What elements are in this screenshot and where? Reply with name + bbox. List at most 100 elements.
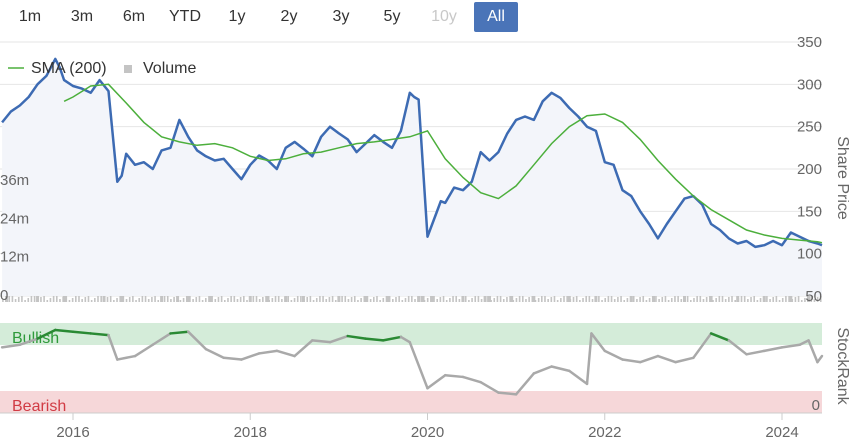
price-tick-label: 250 [797, 119, 822, 136]
volume-bar [518, 296, 521, 302]
range-button-ytd[interactable]: YTD [169, 8, 201, 25]
stockrank-segment [36, 328, 57, 340]
stockrank-segment [692, 332, 713, 360]
volume-bar [541, 296, 543, 302]
stockrank-segment [116, 354, 137, 361]
range-button-6m[interactable]: 6m [122, 8, 146, 25]
volume-bar [224, 300, 226, 302]
volume-bar [287, 295, 290, 302]
volume-bar [547, 299, 549, 302]
volume-bar [537, 298, 540, 302]
volume-bar [392, 299, 394, 302]
range-button-all[interactable]: All [474, 2, 518, 32]
volume-bar [274, 296, 277, 302]
volume-bar [620, 295, 622, 302]
volume-bar [734, 300, 736, 302]
volume-bar [613, 299, 616, 302]
volume-bar [369, 299, 372, 302]
volume-bar [740, 296, 743, 302]
volume-bar [344, 294, 347, 302]
volume-tick-label: 0 [0, 287, 8, 304]
stockrank-axis-title: StockRank [834, 327, 849, 405]
volume-bar [567, 292, 571, 302]
volume-bar [170, 299, 172, 302]
axes: 35030025020015010050012m24m36m1000201620… [0, 34, 849, 440]
volume-bar [461, 297, 464, 302]
volume-bar [236, 299, 239, 302]
volume-bar [208, 296, 210, 302]
range-selector: 1m 3m 6m YTD 1y 2y 3y 5y 10y All [0, 2, 560, 32]
volume-bar [686, 295, 689, 302]
volume-bar [301, 292, 305, 302]
volume-bar [785, 296, 787, 302]
range-button-1m[interactable]: 1m [18, 8, 42, 25]
volume-bar [182, 298, 185, 302]
volume-bar [807, 296, 809, 302]
volume-bar [90, 300, 93, 302]
volume-bar [661, 297, 664, 302]
volume-bar [36, 299, 39, 302]
volume-bar [610, 294, 613, 302]
legend-volume-label[interactable]: Volume [143, 60, 196, 77]
volume-bar [515, 298, 518, 302]
volume-bar [709, 295, 711, 302]
volume-bar [40, 297, 42, 302]
volume-bar [797, 295, 800, 302]
volume-bar [144, 294, 147, 302]
stockrank-segment [364, 337, 385, 342]
volume-bar [303, 299, 305, 302]
volume-bar [398, 295, 400, 302]
volume-bar [24, 300, 26, 302]
volume-bar [623, 300, 626, 302]
stockrank-segment [638, 354, 660, 364]
volume-bar [747, 299, 749, 302]
sma-line [63, 83, 823, 244]
range-button-3y[interactable]: 3y [332, 8, 350, 25]
range-button-2y[interactable]: 2y [280, 8, 298, 25]
price-tick-label: 100 [797, 246, 822, 263]
price-tick-label: 50 [805, 288, 822, 305]
volume-bar [68, 300, 71, 302]
volume-bar [8, 296, 11, 302]
volume-bar [217, 297, 220, 302]
volume-bar [337, 292, 341, 302]
legend: SMA (200) Volume [8, 60, 196, 77]
volume-bar [512, 300, 515, 302]
volume-bar [458, 299, 461, 302]
range-button-3m[interactable]: 3m [70, 8, 94, 25]
volume-bar [366, 294, 369, 302]
stockrank-segment [497, 391, 518, 396]
volume-bar [572, 297, 575, 302]
legend-sma-label[interactable]: SMA (200) [31, 60, 107, 77]
volume-bar [325, 299, 328, 302]
volume-bar [249, 298, 251, 302]
volume-bar [582, 298, 584, 302]
volume-bar [265, 295, 267, 302]
volume-bar [195, 297, 198, 302]
volume-bar [575, 295, 578, 302]
price-tick-label: 150 [797, 203, 822, 220]
volume-bar [328, 297, 331, 302]
volume-bar [331, 295, 334, 302]
volume-bar [334, 300, 337, 302]
volume-bar [718, 296, 721, 302]
stockrank-segment [426, 373, 447, 390]
stockrank-segment [275, 349, 296, 358]
volume-bar [563, 296, 565, 302]
volume-bar [819, 295, 822, 302]
range-button-5y[interactable]: 5y [383, 8, 401, 25]
volume-bar [271, 298, 274, 302]
x-tick-label: 2024 [765, 424, 798, 440]
stockrank-segment [204, 347, 225, 360]
volume-bar [386, 292, 390, 302]
volume-bar [113, 300, 115, 302]
volume-bar [36, 292, 40, 302]
volume-bar [407, 296, 410, 302]
volume-bar [455, 294, 458, 302]
volume-bar [382, 298, 385, 302]
volume-bar [705, 297, 708, 302]
bearish-label: Bearish [12, 398, 66, 415]
volume-bar [800, 300, 803, 302]
range-button-1y[interactable]: 1y [228, 8, 246, 25]
volume-bar [766, 294, 768, 302]
